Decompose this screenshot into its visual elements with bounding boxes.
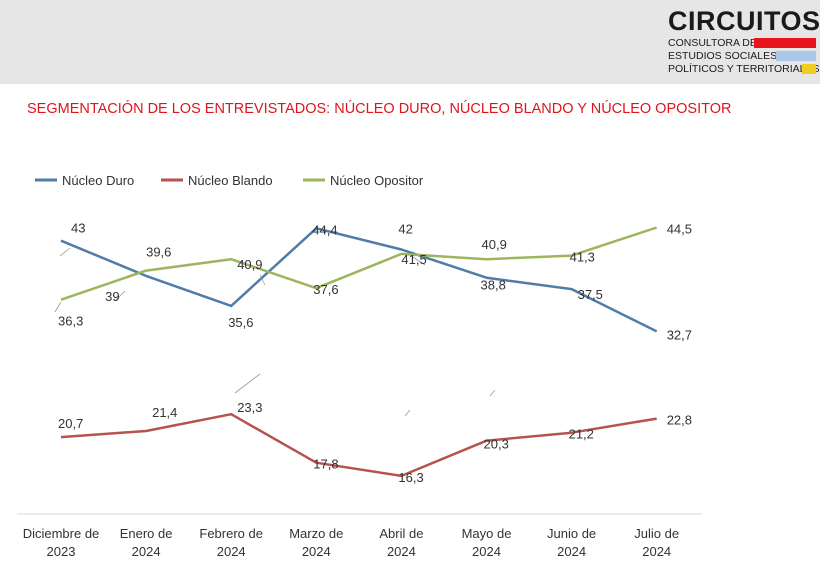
legend-label: Núcleo Duro	[62, 173, 134, 188]
series-line	[60, 226, 658, 301]
x-tick-label: Enero de 2024	[120, 526, 173, 559]
circuitos-logo: CIRCUITOS CONSULTORA DE ESTUDIOS SOCIALE…	[668, 6, 820, 82]
data-label: 39	[105, 289, 119, 304]
data-label: 37,6	[313, 282, 338, 297]
x-tick-label: Julio de 2024	[634, 526, 679, 559]
data-label: 20,3	[484, 437, 509, 452]
data-label: 44,5	[667, 221, 692, 236]
logo-title: CIRCUITOS	[668, 6, 820, 36]
label-leader-line	[259, 274, 266, 286]
logo-line-1: CONSULTORA DE	[668, 37, 757, 49]
data-label: 44,4	[312, 222, 337, 237]
label-leader-line	[59, 247, 71, 257]
series-line	[60, 412, 657, 478]
label-leader-line	[409, 254, 426, 266]
data-label: 43	[71, 221, 85, 236]
x-tick-label: Junio de 2024	[547, 526, 596, 559]
logo-bar-yellow	[802, 64, 816, 74]
logo-line-2: ESTUDIOS SOCIALES,	[668, 50, 781, 62]
data-label: 42	[398, 221, 412, 236]
data-label: 32,7	[667, 327, 692, 342]
x-tick-label: Abril de 2024	[379, 526, 423, 559]
data-label: 41,3	[570, 250, 595, 265]
label-leader-line	[404, 409, 411, 417]
logo-bar-blue	[776, 51, 816, 61]
data-label: 35,6	[228, 315, 253, 330]
x-tick-label: Marzo de 2024	[289, 526, 343, 559]
data-label: 21,4	[152, 405, 177, 420]
legend-label: Núcleo Opositor	[330, 173, 424, 188]
logo-bar-red	[754, 38, 816, 48]
label-leader-line	[489, 389, 496, 397]
data-label: 37,5	[578, 287, 603, 302]
data-label: 38,8	[481, 278, 506, 293]
chart-title: SEGMENTACIÓN DE LOS ENTREVISTADOS: NÚCLE…	[27, 101, 732, 117]
x-tick-label: Diciembre de 2023	[23, 526, 100, 559]
data-label: 22,8	[667, 413, 692, 428]
data-label: 40,9	[237, 257, 262, 272]
label-leader-line	[54, 301, 62, 313]
legend-label: Núcleo Blando	[188, 173, 273, 188]
label-leader-line	[234, 373, 261, 394]
data-label: 41,5	[401, 252, 426, 267]
x-tick-label: Febrero de 2024	[199, 526, 263, 559]
header-band	[0, 0, 820, 84]
data-label: 21,2	[569, 427, 594, 442]
data-label: 39,6	[146, 245, 171, 260]
data-label: 36,3	[58, 314, 83, 329]
label-leader-line	[114, 290, 126, 302]
data-label: 40,9	[482, 237, 507, 252]
data-label: 20,7	[58, 416, 83, 431]
data-label: 23,3	[237, 400, 262, 415]
logo-line-3: POLÍTICOS Y TERRITORIALES	[668, 63, 820, 75]
data-label: 16,3	[398, 470, 423, 485]
x-tick-label: Mayo de 2024	[462, 526, 512, 559]
series-line	[60, 227, 658, 333]
data-label: 17,8	[313, 457, 338, 472]
